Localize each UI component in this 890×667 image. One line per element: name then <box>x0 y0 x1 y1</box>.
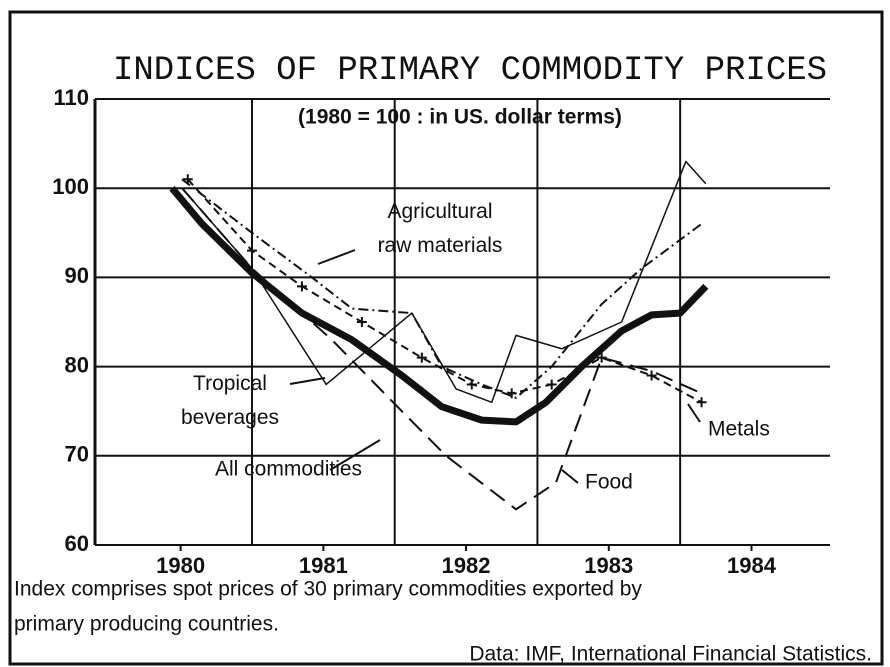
y-tick-label: 60 <box>65 531 89 556</box>
cross-marker <box>356 317 367 327</box>
series-label: Agricultural raw materials <box>378 200 503 257</box>
cross-marker <box>546 379 557 390</box>
y-tick-label: 100 <box>52 174 89 199</box>
cross-marker <box>246 245 257 256</box>
y-tick-label: 80 <box>65 352 89 377</box>
source: Data: IMF, International Financial Stati… <box>469 643 872 666</box>
y-tick-label: 90 <box>65 263 89 288</box>
chart-title: INDICES OF PRIMARY COMMODITY PRICES <box>113 52 827 90</box>
cross-marker <box>416 352 427 363</box>
x-tick-label: 1980 <box>156 553 205 578</box>
cross-marker <box>506 388 517 399</box>
leader-line <box>687 403 701 423</box>
frame <box>8 10 884 666</box>
y-tick-label: 110 <box>54 85 90 110</box>
leader-line <box>329 439 381 471</box>
cross-marker <box>466 379 477 390</box>
x-tick-label: 1981 <box>299 553 348 578</box>
series-label: Tropical beverages <box>181 372 279 429</box>
series-line <box>181 187 702 511</box>
series-line <box>181 160 707 404</box>
cross-marker <box>646 370 657 381</box>
cross-marker <box>296 281 307 292</box>
series-line <box>169 185 709 426</box>
series-label: Metals <box>708 418 770 441</box>
x-tick-label: 1984 <box>727 553 777 578</box>
leader-line <box>289 377 326 385</box>
leader-line <box>561 469 579 484</box>
series-label: Food <box>585 471 633 494</box>
cross-marker <box>182 174 193 185</box>
y-tick-label: 70 <box>65 442 89 467</box>
footnote-line: primary producing countries. <box>14 613 279 636</box>
series-label: All commodities <box>215 458 362 481</box>
cross-marker <box>696 397 707 408</box>
x-tick-label: 1983 <box>584 553 633 578</box>
leader-line <box>317 249 356 265</box>
footnote-line: Index comprises spot prices of 30 primar… <box>14 578 642 601</box>
x-tick-label: 1982 <box>442 553 491 578</box>
chart-subtitle: (1980 = 100 : in US. dollar terms) <box>298 106 622 129</box>
